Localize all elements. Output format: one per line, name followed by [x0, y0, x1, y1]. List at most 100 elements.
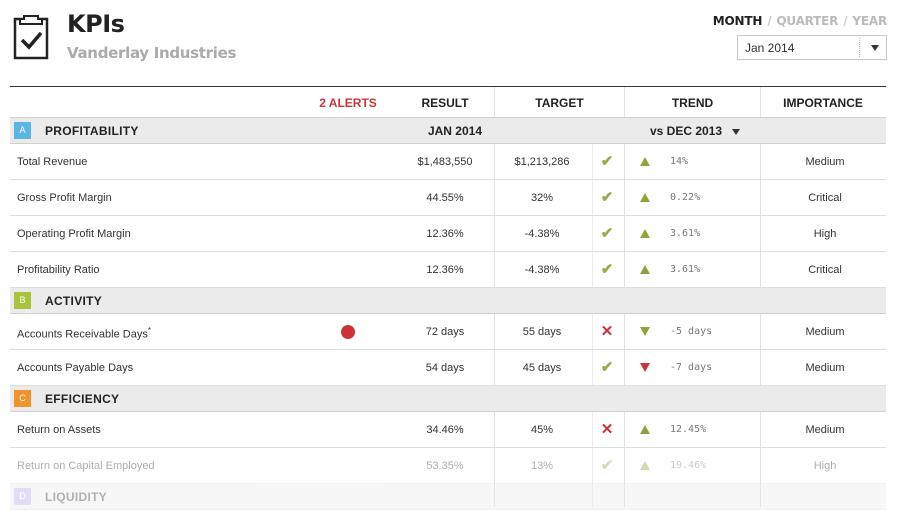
col-importance: IMPORTANCE	[783, 96, 863, 110]
trend-value: 14%	[670, 156, 689, 167]
kpi-result: 12.36%	[426, 264, 464, 276]
kpi-result: 34.46%	[426, 424, 464, 436]
kpi-target: -4.38%	[524, 228, 560, 240]
kpi-row[interactable]: Accounts Payable Days 54 days 45 days ✔ -7 d…	[10, 350, 886, 386]
kpi-name[interactable]: Return on Assets	[17, 424, 101, 436]
check-icon: ✔	[600, 225, 614, 242]
kpi-name[interactable]: Operating Profit Margin	[17, 228, 131, 240]
section-title: PROFITABILITY	[45, 124, 139, 138]
kpi-importance: Medium	[805, 326, 845, 338]
section-badge: C	[14, 390, 31, 407]
kpi-name-text: Return on Capital Employed	[17, 460, 155, 472]
period-separator: /	[767, 14, 772, 28]
alert-dot-icon[interactable]	[341, 325, 355, 339]
kpi-name-text: Operating Profit Margin	[17, 228, 131, 240]
page-title: KPIs	[67, 10, 125, 38]
kpi-target: 32%	[530, 192, 554, 204]
trend-compare-select[interactable]: vs DEC 2013	[625, 124, 765, 138]
alerts-count[interactable]: 2 ALERTS	[319, 96, 377, 110]
kpi-row[interactable]: Gross Profit Margin 44.55% 32% ✔ 0.22% Critic…	[10, 180, 886, 216]
trend-up-icon	[640, 265, 650, 274]
kpi-target: $1,213,286	[514, 156, 570, 168]
sections: A PROFITABILITY JAN 2014 vs DEC 2013 Total R…	[10, 118, 886, 510]
kpi-table: 2 ALERTS RESULT TARGET TREND IMPORTANCE …	[10, 86, 886, 510]
kpi-importance: Critical	[808, 192, 842, 204]
section-efficiency[interactable]: C EFFICIENCY	[10, 386, 886, 412]
kpi-name-text: Profitability Ratio	[17, 264, 100, 276]
kpi-importance: Medium	[805, 362, 845, 374]
footnote-marker: *	[147, 326, 151, 335]
cross-icon: ✕	[600, 323, 614, 340]
kpi-row[interactable]: Return on Assets 34.46% 45% ✕ 12.45% Medium	[10, 412, 886, 448]
col-target: TARGET	[535, 96, 584, 110]
period-year[interactable]: YEAR	[852, 14, 887, 28]
kpi-row[interactable]: Profitability Ratio 12.36% -4.38% ✔ 3.61% Cri…	[10, 252, 886, 288]
kpi-name-text: Return on Assets	[17, 424, 101, 436]
kpi-name[interactable]: Accounts Receivable Days*	[17, 326, 151, 341]
clipboard-check-icon	[13, 15, 49, 60]
section-activity[interactable]: B ACTIVITY	[10, 288, 886, 314]
date-select[interactable]: Jan 2014	[737, 35, 887, 60]
kpi-name-text: Accounts Payable Days	[17, 362, 134, 374]
date-select-value: Jan 2014	[745, 41, 795, 55]
kpi-row[interactable]: Operating Profit Margin 12.36% -4.38% ✔ 3.61…	[10, 216, 886, 252]
chevron-down-icon	[871, 45, 879, 51]
kpi-name[interactable]: Return on Capital Employed	[17, 460, 155, 472]
kpi-result: 12.36%	[426, 228, 464, 240]
section-badge: A	[14, 122, 31, 139]
section-title: LIQUIDITY	[45, 490, 108, 504]
kpi-target: 45%	[530, 424, 554, 436]
cross-icon: ✕	[600, 421, 614, 438]
trend-down-icon	[640, 327, 650, 336]
trend-up-icon	[640, 461, 650, 470]
kpi-target: 45 days	[522, 362, 562, 374]
trend-value: 3.61%	[670, 228, 701, 239]
trend-value: 3.61%	[670, 264, 701, 275]
trend-up-icon	[640, 229, 650, 238]
section-title: ACTIVITY	[45, 294, 103, 308]
check-icon: ✔	[600, 261, 614, 278]
period-month[interactable]: MONTH	[712, 14, 763, 28]
kpi-importance: Critical	[808, 264, 842, 276]
kpi-target: 13%	[530, 460, 554, 472]
kpi-name-text: Total Revenue	[17, 156, 88, 168]
kpi-row[interactable]: Total Revenue $1,483,550 $1,213,286 ✔ 14% Med…	[10, 144, 886, 180]
kpi-name[interactable]: Total Revenue	[17, 156, 87, 168]
section-liquidity[interactable]: D LIQUIDITY	[10, 484, 886, 510]
kpi-name[interactable]: Gross Profit Margin	[17, 192, 112, 204]
trend-compare-label: vs DEC 2013	[649, 124, 723, 138]
caret-down-icon	[732, 128, 741, 135]
kpi-result: 44.55%	[426, 192, 464, 204]
trend-value: -7 days	[670, 362, 713, 373]
kpi-importance: Medium	[805, 156, 845, 168]
trend-up-icon	[640, 193, 650, 202]
kpi-target: -4.38%	[524, 264, 560, 276]
trend-up-icon	[640, 157, 650, 166]
trend-value: 12.45%	[670, 424, 707, 435]
period-quarter[interactable]: QUARTER	[776, 14, 839, 28]
trend-value: -5 days	[670, 326, 713, 337]
kpi-importance: High	[813, 228, 837, 240]
kpi-row[interactable]: Accounts Receivable Days* 72 days 55 days ✕…	[10, 314, 886, 350]
section-badge: D	[14, 488, 31, 505]
kpi-name[interactable]: Profitability Ratio	[17, 264, 100, 276]
trend-down-icon	[640, 363, 650, 372]
trend-value: 0.22%	[670, 192, 701, 203]
section-title: EFFICIENCY	[45, 392, 120, 406]
col-result: RESULT	[421, 96, 469, 110]
check-icon: ✔	[600, 189, 614, 206]
check-icon: ✔	[600, 457, 614, 474]
section-profitability[interactable]: A PROFITABILITY JAN 2014 vs DEC 2013	[10, 118, 886, 144]
kpi-name-text: Gross Profit Margin	[17, 192, 112, 204]
col-trend: TREND	[671, 96, 714, 110]
kpi-row[interactable]: Return on Capital Employed 53.35% 13% ✔ 19.4…	[10, 448, 886, 484]
kpi-name[interactable]: Accounts Payable Days	[17, 362, 133, 374]
kpi-importance: High	[813, 460, 837, 472]
table-header: 2 ALERTS RESULT TARGET TREND IMPORTANCE	[10, 87, 886, 118]
period-toggle: MONTH / QUARTER / YEAR	[713, 14, 887, 28]
company-name: Vanderlay Industries	[67, 44, 237, 62]
section-period: JAN 2014	[427, 124, 483, 138]
kpi-importance: Medium	[805, 424, 845, 436]
trend-value: 19.46%	[670, 460, 707, 471]
kpi-result: 72 days	[425, 326, 465, 338]
